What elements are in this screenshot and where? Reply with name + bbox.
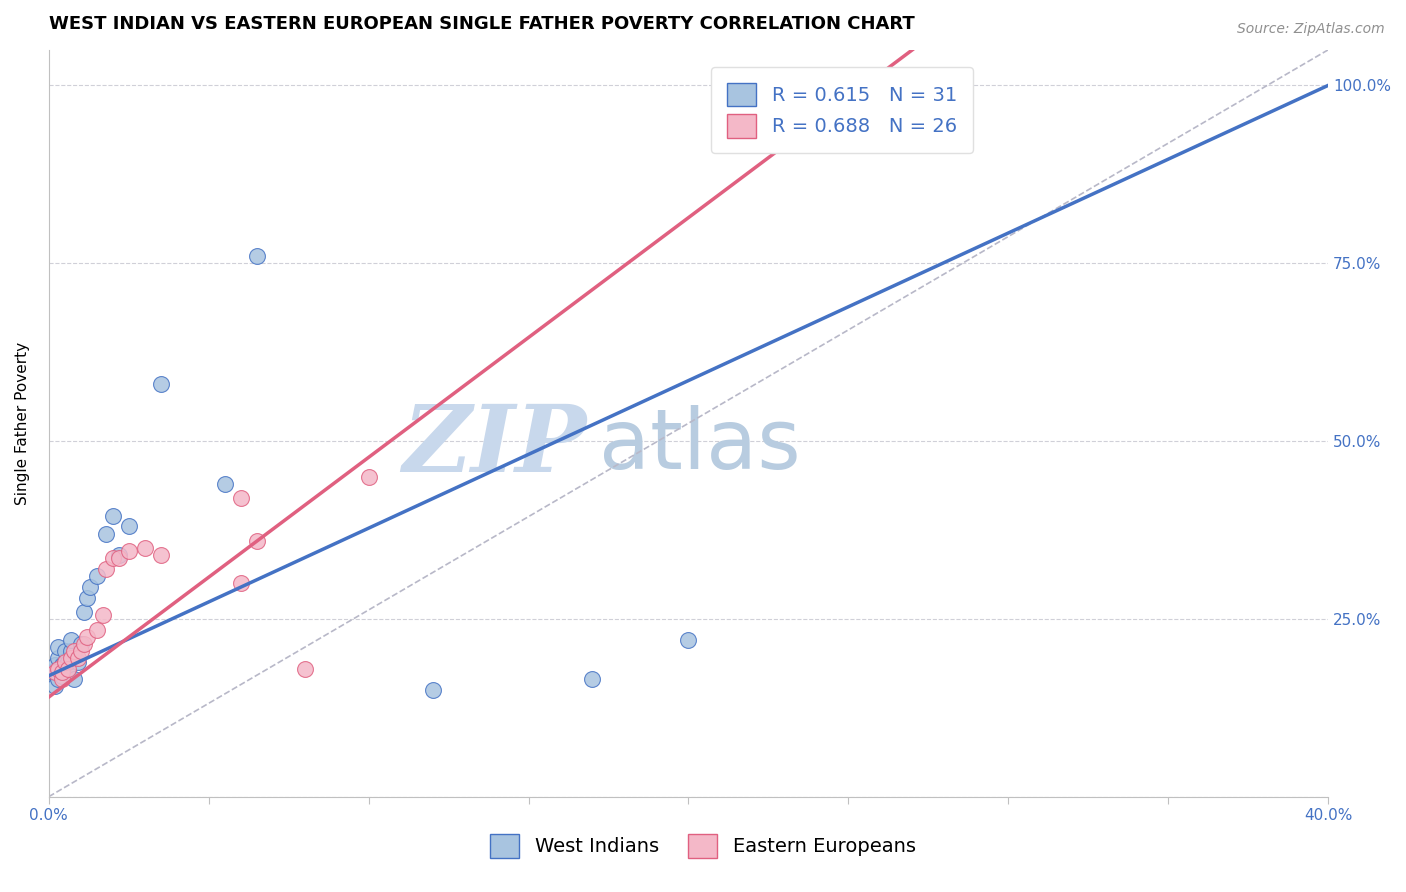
Point xyxy=(44,658,66,673)
Point xyxy=(108,548,131,562)
Point xyxy=(66,655,89,669)
Text: ZIP: ZIP xyxy=(402,401,586,491)
Point xyxy=(73,605,96,619)
Point xyxy=(118,519,141,533)
Point xyxy=(63,644,86,658)
Point xyxy=(73,637,96,651)
Point xyxy=(149,377,172,392)
Point xyxy=(678,633,700,648)
Point xyxy=(46,640,69,655)
Point xyxy=(56,665,79,680)
Point xyxy=(96,526,118,541)
Point xyxy=(53,655,76,669)
Point xyxy=(60,644,83,658)
Y-axis label: Single Father Poverty: Single Father Poverty xyxy=(15,342,30,505)
Point xyxy=(46,673,69,687)
Point xyxy=(101,508,124,523)
Point xyxy=(44,680,66,694)
Point xyxy=(118,544,141,558)
Point xyxy=(229,491,252,505)
Point xyxy=(60,633,83,648)
Point xyxy=(86,623,108,637)
Point xyxy=(44,665,66,680)
Point xyxy=(53,655,76,669)
Point xyxy=(108,551,131,566)
Point xyxy=(51,665,73,680)
Point xyxy=(134,541,156,555)
Point xyxy=(56,662,79,676)
Point xyxy=(246,533,269,548)
Point xyxy=(357,469,380,483)
Text: Source: ZipAtlas.com: Source: ZipAtlas.com xyxy=(1237,22,1385,37)
Point xyxy=(229,576,252,591)
Point xyxy=(53,644,76,658)
Legend: West Indians, Eastern Europeans: West Indians, Eastern Europeans xyxy=(475,819,931,873)
Point xyxy=(56,655,79,669)
Point xyxy=(76,630,98,644)
Point xyxy=(76,591,98,605)
Point xyxy=(41,665,63,680)
Point xyxy=(581,673,603,687)
Point xyxy=(46,662,69,676)
Point xyxy=(96,562,118,576)
Text: WEST INDIAN VS EASTERN EUROPEAN SINGLE FATHER POVERTY CORRELATION CHART: WEST INDIAN VS EASTERN EUROPEAN SINGLE F… xyxy=(49,15,914,33)
Text: atlas: atlas xyxy=(599,405,800,486)
Point xyxy=(69,637,91,651)
Point xyxy=(79,580,101,594)
Point xyxy=(101,551,124,566)
Point xyxy=(91,608,114,623)
Point xyxy=(51,658,73,673)
Point xyxy=(51,669,73,683)
Point xyxy=(51,673,73,687)
Point xyxy=(60,651,83,665)
Point xyxy=(149,548,172,562)
Point xyxy=(246,249,269,263)
Point xyxy=(63,673,86,687)
Point xyxy=(46,651,69,665)
Point xyxy=(422,683,444,698)
Point xyxy=(294,662,316,676)
Point xyxy=(86,569,108,583)
Point xyxy=(66,651,89,665)
Point xyxy=(214,476,236,491)
Legend: R = 0.615   N = 31, R = 0.688   N = 26: R = 0.615 N = 31, R = 0.688 N = 26 xyxy=(711,67,973,153)
Point xyxy=(69,644,91,658)
